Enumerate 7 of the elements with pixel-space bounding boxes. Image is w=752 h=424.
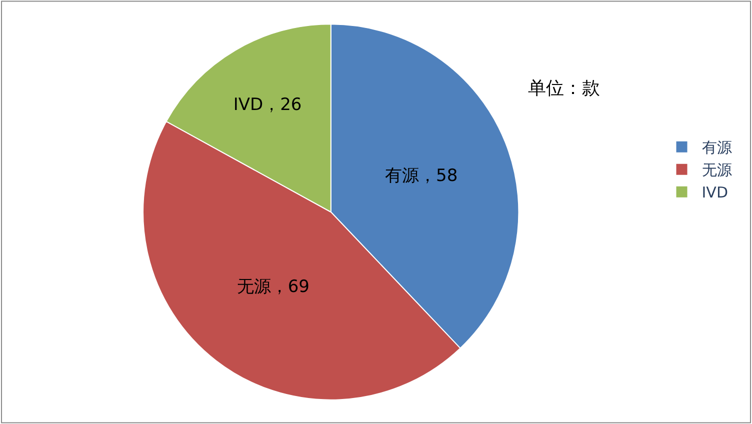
legend-label: IVD [702, 184, 728, 202]
data-label: 有源，58 [385, 166, 458, 186]
data-label: IVD，26 [233, 94, 302, 115]
text: 单位：款 [528, 78, 600, 99]
legend-label: 有源 [702, 138, 732, 157]
legend-label: 无源 [702, 161, 732, 180]
data-label: 无源，69 [236, 276, 310, 297]
